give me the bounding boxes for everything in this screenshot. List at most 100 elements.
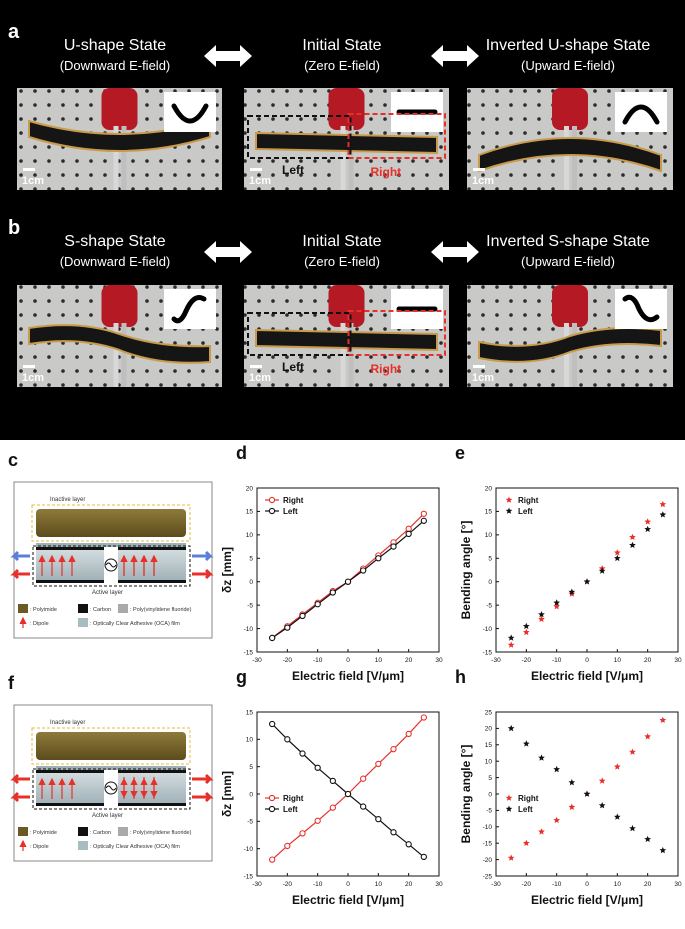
data-point-right (507, 854, 515, 861)
legend-carbon-swatch (78, 604, 88, 613)
electrode-wire (572, 126, 577, 190)
x-tick-label: 20 (644, 881, 652, 888)
legend-pvdf: : Poly(vinylidene fluoride) (130, 830, 192, 836)
x-tick-label: -20 (283, 881, 293, 888)
legend-label: Left (518, 805, 533, 814)
legend-marker (268, 794, 276, 802)
legend-carbon: : Carbon (90, 830, 111, 836)
data-point-left (507, 634, 515, 641)
right-label: Right (371, 165, 402, 179)
shape-icon (171, 103, 209, 124)
legend-dipole: : Dipole (30, 844, 49, 850)
x-tick-label: -20 (522, 881, 532, 888)
y-tick-label: 20 (485, 726, 493, 733)
series-line-right (271, 513, 425, 639)
state-title: S-shape State (64, 233, 166, 250)
x-tick-label: -20 (283, 657, 293, 664)
legend-marker (268, 805, 276, 813)
electrode-wire (564, 126, 569, 190)
data-point-left (420, 517, 427, 524)
data-point-right (299, 830, 306, 837)
shape-icon-box (164, 92, 216, 132)
polyimide-layer (36, 732, 186, 760)
y-tick-label: 10 (485, 759, 493, 766)
double-arrow-icon (204, 45, 252, 67)
series-line-left (271, 723, 425, 858)
y-tick-label: -10 (244, 846, 254, 853)
panel-letter: b (8, 217, 20, 239)
carbon-electrode (36, 770, 104, 773)
data-point-right (538, 615, 545, 622)
photo-1: 1cm Left Right (244, 285, 449, 387)
data-point-left (614, 554, 621, 562)
x-tick-label: 0 (346, 881, 350, 888)
y-tick-label: -5 (247, 819, 253, 826)
data-point-right (659, 716, 667, 723)
strain-arrow-right (192, 773, 214, 785)
chart-g: g -30 -20 -10 0 10 20 30 -15 -10 -5 0 5 10 15 Electric … (220, 667, 443, 907)
y-tick-label: -5 (247, 602, 253, 609)
state-title: Initial State (302, 233, 381, 250)
state-subtitle: (Downward E-field) (60, 254, 171, 269)
x-tick-label: -10 (313, 657, 323, 664)
x-tick-label: 30 (674, 657, 682, 664)
strain-arrow-left (10, 791, 30, 803)
data-point-right (629, 748, 636, 755)
data-point-right (405, 730, 412, 738)
x-tick-label: 20 (405, 881, 413, 888)
legend-pvdf-swatch (118, 604, 128, 613)
data-point-right (659, 500, 667, 508)
scale-label: 1cm (22, 372, 44, 384)
data-point-right (614, 549, 621, 556)
data-point-left (360, 567, 367, 574)
y-tick-label: 10 (246, 737, 254, 744)
carbon-electrode (36, 580, 104, 583)
y-tick-label: 5 (249, 764, 253, 771)
active-layer-label: Active layer (92, 590, 123, 596)
x-tick-label: 30 (674, 881, 682, 888)
x-tick-label: -30 (252, 657, 262, 664)
pvdf-right (118, 549, 186, 581)
x-axis-label: Electric field [V/μm] (292, 669, 404, 683)
legend-oca-swatch (78, 618, 88, 627)
data-point-right (360, 775, 367, 782)
state-title: U-shape State (64, 37, 166, 54)
data-point-left (299, 612, 306, 620)
y-tick-label: 15 (246, 509, 254, 516)
data-point-right (538, 828, 545, 835)
data-point-left (553, 765, 560, 773)
state-subtitle: (Zero E-field) (304, 58, 380, 73)
photo-1: 1cm Left Right (244, 88, 449, 190)
legend-label: Left (283, 507, 298, 516)
scale-label: 1cm (249, 175, 271, 187)
data-point-left (314, 601, 321, 608)
carbon-electrode (118, 580, 186, 583)
chart-h: h -30 -20 -10 0 10 20 30 -25 -20 -15 -10 -5 0 5 10 15 20 2… (455, 667, 682, 907)
actuator-strip (255, 131, 438, 155)
legend-marker (505, 496, 513, 503)
y-tick-label: -10 (244, 626, 254, 633)
legend-label: Right (283, 496, 304, 505)
data-point-left (659, 511, 667, 518)
carbon-electrode (118, 770, 186, 773)
x-tick-label: -10 (552, 881, 562, 888)
carbon-electrode (36, 547, 104, 550)
legend-marker (268, 496, 276, 504)
data-point-right (269, 856, 276, 863)
y-tick-label: -25 (483, 873, 493, 880)
y-tick-label: -5 (486, 602, 492, 609)
carbon-electrode (118, 803, 186, 806)
legend-marker (268, 507, 276, 515)
state-subtitle: (Downward E-field) (60, 58, 171, 73)
data-point-left (568, 588, 576, 595)
left-label: Left (282, 360, 304, 374)
y-tick-label: 0 (249, 791, 253, 798)
y-tick-label: 0 (488, 791, 492, 798)
panel-letter: c (8, 450, 18, 470)
scale-label: 1cm (472, 372, 494, 384)
data-point-left (284, 736, 291, 743)
y-tick-label: -15 (483, 649, 493, 656)
oca-film (36, 766, 186, 770)
x-tick-label: 10 (375, 881, 383, 888)
data-point-right (314, 817, 321, 824)
